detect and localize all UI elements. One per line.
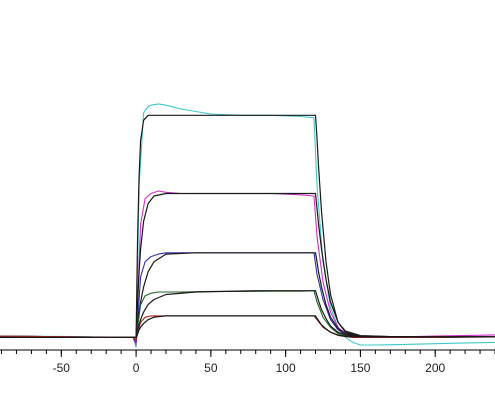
series-line-measured-1 — [0, 103, 495, 349]
x-tick-label: 200 — [425, 361, 445, 375]
series-line-fit-2 — [0, 114, 495, 338]
x-tick-label: -50 — [53, 361, 71, 375]
series-line-fit-10 — [0, 315, 495, 338]
x-tick-label: 150 — [350, 361, 370, 375]
x-tick-label: 100 — [276, 361, 296, 375]
series-line-fit-8 — [0, 290, 495, 338]
series-line-measured-3 — [0, 190, 495, 346]
series-layer — [0, 103, 495, 349]
series-line-fit-4 — [0, 192, 495, 338]
x-axis-ticks: -50 0 50 100 150 200 — [0, 350, 495, 375]
x-tick-label: 50 — [204, 361, 218, 375]
series-line-measured-5 — [0, 252, 495, 343]
x-tick-label: 0 — [133, 361, 140, 375]
series-line-fit-6 — [0, 252, 495, 338]
